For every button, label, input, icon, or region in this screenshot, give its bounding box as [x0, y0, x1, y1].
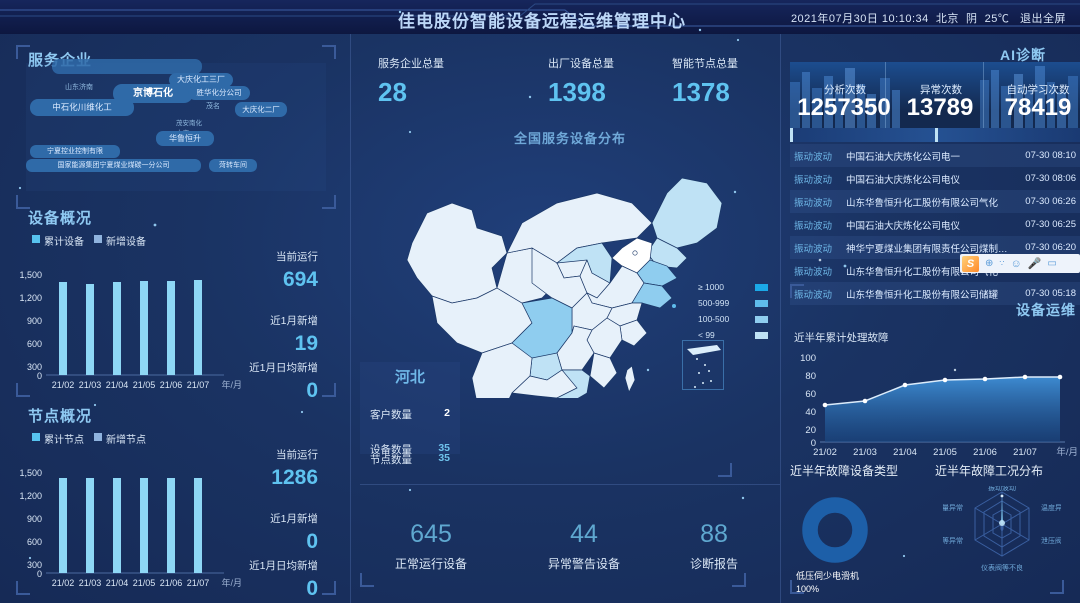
- svg-text:1,200: 1,200: [19, 491, 42, 501]
- svg-text:600: 600: [27, 339, 42, 349]
- svg-text:40: 40: [805, 407, 816, 418]
- svg-text:1,200: 1,200: [19, 293, 42, 303]
- svg-text:压力等异常: 压力等异常: [943, 536, 963, 545]
- svg-text:21/03: 21/03: [853, 447, 877, 458]
- svg-text:21/06: 21/06: [160, 380, 183, 390]
- svg-text:21/06: 21/06: [973, 447, 997, 458]
- svg-text:1,500: 1,500: [19, 270, 42, 280]
- svg-text:21/02: 21/02: [52, 578, 75, 588]
- svg-text:温度异常: 温度异常: [1041, 503, 1061, 512]
- svg-text:60: 60: [805, 389, 816, 400]
- svg-text:21/06: 21/06: [160, 578, 183, 588]
- svg-text:1,500: 1,500: [19, 468, 42, 478]
- svg-text:21/05: 21/05: [133, 578, 156, 588]
- svg-text:21/03: 21/03: [79, 380, 102, 390]
- svg-text:振动波动: 振动波动: [988, 486, 1016, 492]
- svg-text:泄压阀异常: 泄压阀异常: [1041, 536, 1061, 545]
- svg-text:年/月: 年/月: [221, 577, 242, 588]
- svg-text:0: 0: [37, 371, 42, 381]
- svg-text:21/04: 21/04: [106, 578, 129, 588]
- svg-text:年/月: 年/月: [1056, 446, 1078, 458]
- svg-text:600: 600: [27, 537, 42, 547]
- svg-text:0: 0: [37, 569, 42, 579]
- svg-text:21/05: 21/05: [933, 447, 957, 458]
- svg-text:21/07: 21/07: [1013, 447, 1037, 458]
- svg-text:21/02: 21/02: [52, 380, 75, 390]
- svg-text:21/04: 21/04: [893, 447, 917, 458]
- svg-text:900: 900: [27, 514, 42, 524]
- svg-text:20: 20: [805, 425, 816, 436]
- svg-text:100: 100: [800, 353, 816, 364]
- svg-text:21/04: 21/04: [106, 380, 129, 390]
- svg-text:仪表阀等不良: 仪表阀等不良: [981, 563, 1023, 572]
- svg-text:21/05: 21/05: [133, 380, 156, 390]
- svg-text:80: 80: [805, 371, 816, 382]
- svg-text:年/月: 年/月: [221, 379, 242, 390]
- svg-text:泄机降量异常: 泄机降量异常: [943, 503, 963, 512]
- svg-text:21/02: 21/02: [813, 447, 837, 458]
- svg-text:21/07: 21/07: [187, 578, 210, 588]
- svg-text:900: 900: [27, 316, 42, 326]
- svg-text:21/03: 21/03: [79, 578, 102, 588]
- svg-text:21/07: 21/07: [187, 380, 210, 390]
